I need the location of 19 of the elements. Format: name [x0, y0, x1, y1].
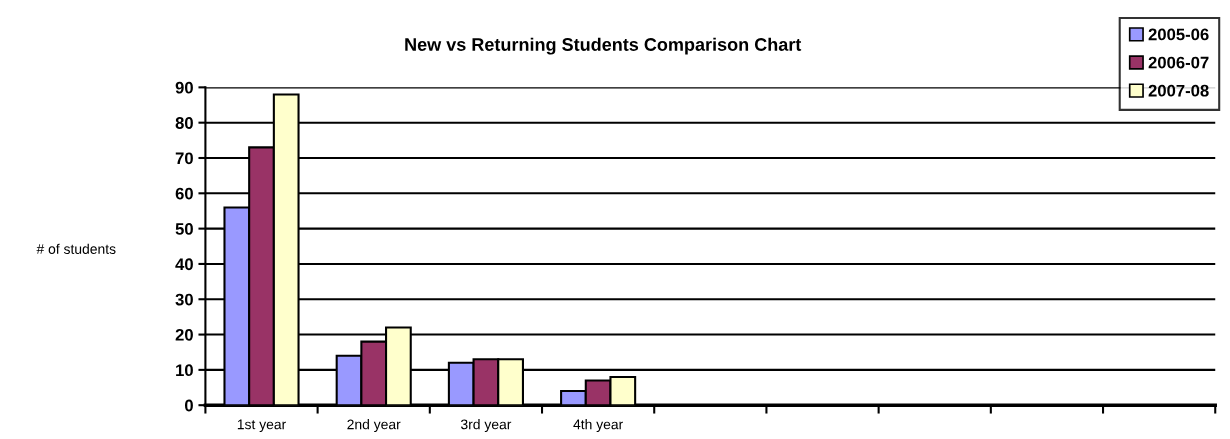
- x-tick-label: 1st year: [237, 419, 286, 433]
- y-tick-label: 30: [175, 293, 193, 306]
- legend-label: 2005-06: [1148, 28, 1209, 41]
- legend-label: 2007-08: [1148, 84, 1209, 97]
- y-tick-label: 50: [175, 223, 193, 235]
- chart-title: New vs Returning Students Comparison Chart: [405, 37, 802, 55]
- y-tick-label: 80: [175, 117, 193, 129]
- x-tick-label: 3rd year: [460, 419, 512, 433]
- y-tick-label: 0: [185, 399, 193, 412]
- legend-label: 2006-07: [1148, 56, 1209, 69]
- y-tick-label: 60: [175, 187, 193, 200]
- y-tick-label: 20: [175, 328, 193, 341]
- x-tick-label: 4th year: [573, 419, 623, 433]
- y-tick-label: 40: [175, 258, 193, 271]
- y-tick-label: 70: [175, 152, 193, 165]
- x-tick-label: 2nd year: [347, 419, 401, 433]
- y-axis-title: # of students: [36, 243, 116, 254]
- y-tick-label: 90: [175, 81, 193, 94]
- y-tick-label: 10: [176, 364, 193, 377]
